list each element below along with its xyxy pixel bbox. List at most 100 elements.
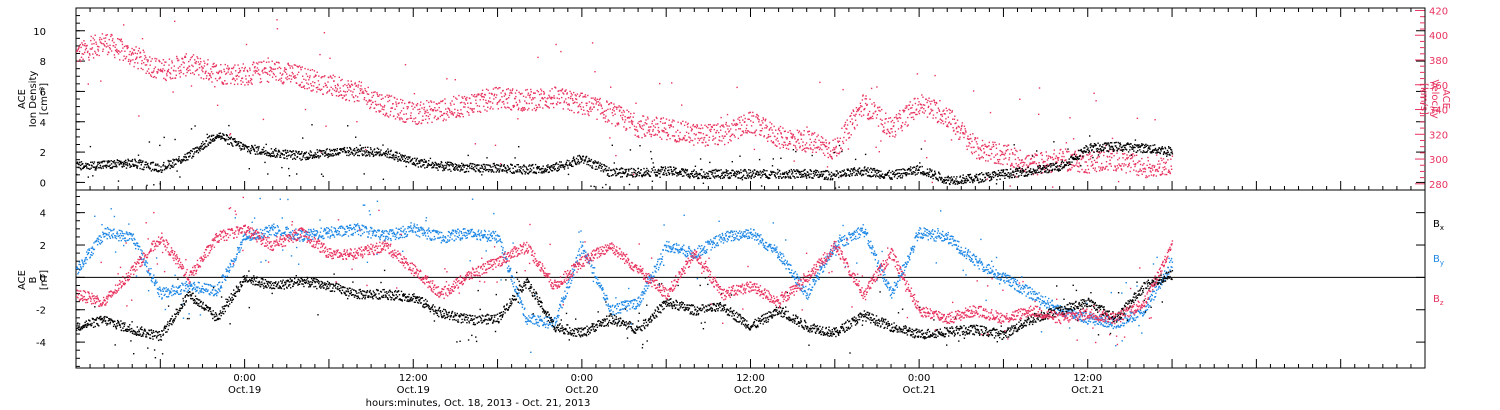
data-point <box>726 125 728 127</box>
data-point <box>824 146 827 148</box>
data-point <box>530 169 533 171</box>
data-point <box>590 97 593 99</box>
data-point <box>503 164 505 166</box>
data-point <box>455 116 458 118</box>
data-point <box>873 102 875 104</box>
data-point <box>1021 165 1024 168</box>
data-point <box>430 108 432 110</box>
data-point <box>869 174 871 177</box>
data-point <box>599 165 602 167</box>
data-point <box>323 32 326 34</box>
data-point <box>353 149 355 151</box>
data-point <box>898 116 900 119</box>
data-point <box>1086 154 1088 156</box>
data-point <box>460 167 462 169</box>
data-point <box>337 154 340 156</box>
data-point <box>257 149 259 151</box>
data-point <box>85 162 87 165</box>
data-point <box>189 152 191 155</box>
data-point <box>435 163 438 165</box>
data-point <box>728 125 730 127</box>
data-point <box>299 85 301 87</box>
data-point <box>648 174 650 176</box>
data-point <box>724 135 726 137</box>
data-point <box>109 48 112 50</box>
data-point <box>381 94 383 96</box>
data-point <box>444 167 446 169</box>
data-point <box>974 138 976 141</box>
data-point <box>769 174 772 176</box>
data-point <box>619 172 621 174</box>
data-point <box>652 130 654 132</box>
data-point <box>265 154 268 156</box>
data-point <box>860 174 863 177</box>
data-point <box>176 170 178 172</box>
data-point <box>592 103 595 105</box>
data-point <box>415 160 417 162</box>
data-point <box>1022 161 1025 164</box>
data-point <box>1082 155 1085 157</box>
data-point <box>108 160 110 162</box>
data-point <box>1104 168 1106 170</box>
data-point <box>563 168 566 170</box>
data-point <box>864 98 866 100</box>
data-point <box>685 139 687 142</box>
data-point <box>735 173 737 175</box>
data-point <box>448 108 450 110</box>
data-point <box>799 173 801 176</box>
data-point <box>631 172 633 174</box>
data-point <box>762 118 765 121</box>
data-point <box>526 88 528 91</box>
data-point <box>364 152 366 154</box>
data-point <box>255 62 258 64</box>
data-point <box>1099 170 1101 172</box>
data-point <box>414 164 417 167</box>
data-point <box>1118 157 1121 159</box>
data-point <box>537 167 540 169</box>
data-point <box>514 98 516 100</box>
data-point <box>720 174 723 177</box>
data-point <box>884 122 886 124</box>
data-point <box>584 94 587 96</box>
data-point <box>258 152 261 155</box>
data-point <box>147 59 149 61</box>
data-point <box>667 169 669 172</box>
data-point <box>847 169 850 171</box>
data-point <box>102 160 105 162</box>
data-point <box>457 109 459 111</box>
data-point <box>738 171 741 173</box>
data-point <box>466 168 468 170</box>
data-point <box>707 144 709 146</box>
data-point <box>143 166 145 168</box>
data-point <box>851 173 854 175</box>
data-point <box>208 79 210 81</box>
data-point <box>1056 156 1059 159</box>
data-point <box>340 149 342 151</box>
data-point <box>769 177 771 179</box>
data-point <box>622 171 624 173</box>
data-point <box>832 178 834 180</box>
data-point <box>179 65 181 68</box>
data-point <box>1074 155 1077 157</box>
data-point <box>409 156 411 158</box>
data-point <box>156 170 159 172</box>
data-point <box>441 161 443 164</box>
data-point <box>217 72 220 74</box>
data-point <box>401 118 403 120</box>
data-point <box>1136 174 1138 176</box>
data-point <box>314 155 316 157</box>
data-point <box>680 173 682 175</box>
data-point <box>1106 165 1108 168</box>
data-point <box>428 105 431 108</box>
data-point <box>1091 161 1093 163</box>
data-point <box>394 151 397 153</box>
data-point <box>83 44 85 47</box>
data-point <box>698 127 700 129</box>
data-point <box>451 162 454 165</box>
data-point <box>591 108 593 110</box>
data-point <box>712 124 715 126</box>
data-point <box>1121 153 1124 155</box>
data-point <box>927 99 929 102</box>
data-point <box>399 112 401 114</box>
data-point <box>1123 163 1125 165</box>
